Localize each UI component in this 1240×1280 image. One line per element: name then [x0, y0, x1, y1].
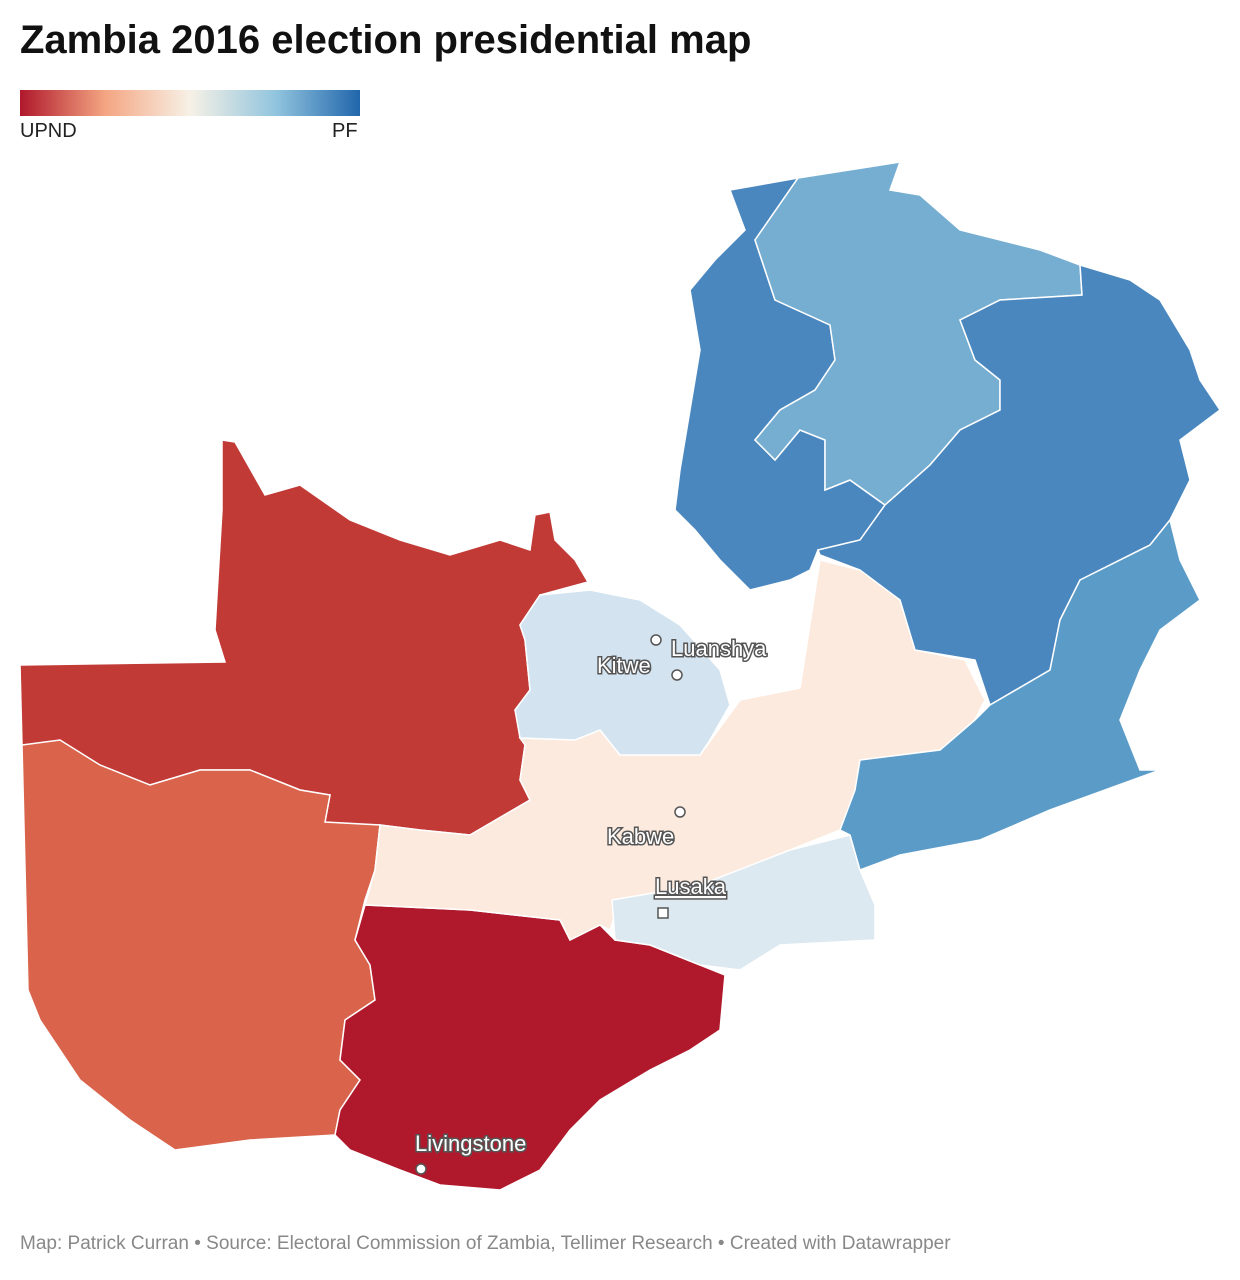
city-label: Kabwe	[607, 824, 674, 849]
city-label: Luanshya	[671, 636, 767, 661]
province	[839, 518, 1201, 871]
city-label: Kitwe	[597, 653, 651, 678]
legend-gradient	[20, 90, 360, 116]
city-marker	[671, 669, 683, 681]
province	[611, 834, 876, 971]
province	[816, 263, 1222, 707]
legend-right: PF	[332, 120, 358, 142]
province	[364, 559, 986, 942]
city-marker	[657, 907, 669, 919]
footer: Map: Patrick Curran • Source: Electoral …	[20, 1233, 951, 1254]
province	[334, 904, 726, 1191]
province	[21, 739, 381, 1151]
province	[514, 589, 731, 756]
title: Zambia 2016 election presidential map	[20, 18, 752, 62]
legend-left: UPND	[20, 120, 77, 142]
city-marker	[415, 1163, 427, 1175]
city-marker	[650, 634, 662, 646]
city-label: Livingstone	[415, 1131, 526, 1156]
city-marker	[674, 806, 686, 818]
city-label: Lusaka	[655, 874, 727, 899]
